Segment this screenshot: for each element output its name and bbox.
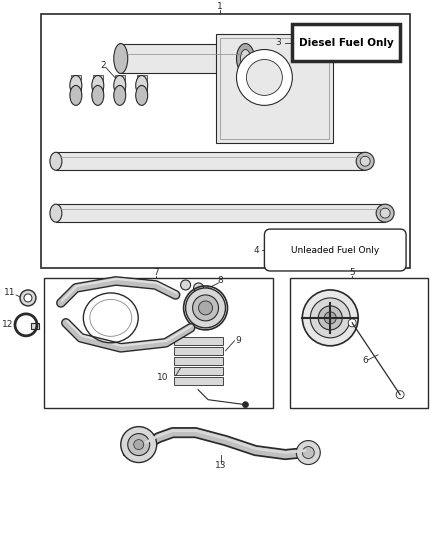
Ellipse shape bbox=[50, 152, 62, 170]
Bar bbox=[41, 14, 410, 268]
Text: 9: 9 bbox=[236, 336, 241, 345]
Ellipse shape bbox=[70, 85, 82, 106]
Circle shape bbox=[318, 306, 342, 330]
Ellipse shape bbox=[50, 204, 62, 222]
Bar bbox=[173, 357, 223, 365]
Ellipse shape bbox=[202, 288, 212, 298]
Circle shape bbox=[297, 441, 320, 465]
Ellipse shape bbox=[70, 76, 82, 95]
Ellipse shape bbox=[380, 208, 390, 218]
Ellipse shape bbox=[356, 152, 374, 170]
Text: 5: 5 bbox=[350, 269, 355, 278]
Circle shape bbox=[24, 294, 32, 302]
Circle shape bbox=[348, 319, 356, 327]
Bar bbox=[71, 76, 81, 95]
Circle shape bbox=[237, 50, 292, 106]
Bar bbox=[173, 367, 223, 375]
Circle shape bbox=[243, 402, 248, 408]
Bar bbox=[93, 76, 103, 95]
Bar bbox=[44, 278, 273, 408]
Ellipse shape bbox=[360, 156, 370, 166]
Ellipse shape bbox=[194, 283, 204, 293]
Circle shape bbox=[310, 298, 350, 338]
Bar bbox=[123, 434, 141, 455]
Circle shape bbox=[198, 301, 212, 315]
Bar bbox=[137, 76, 147, 95]
Bar bbox=[173, 347, 223, 355]
Bar bbox=[173, 337, 223, 345]
Ellipse shape bbox=[114, 85, 126, 106]
Ellipse shape bbox=[114, 76, 126, 95]
Circle shape bbox=[302, 447, 314, 458]
Bar bbox=[56, 152, 365, 170]
Bar bbox=[290, 278, 428, 408]
Bar bbox=[173, 377, 223, 385]
Text: 8: 8 bbox=[218, 277, 223, 286]
Text: 11: 11 bbox=[4, 288, 15, 297]
FancyBboxPatch shape bbox=[265, 229, 406, 271]
Text: 4: 4 bbox=[254, 246, 259, 255]
Ellipse shape bbox=[180, 280, 191, 290]
Circle shape bbox=[302, 290, 358, 346]
Bar bbox=[215, 34, 333, 143]
Text: Unleaded Fuel Only: Unleaded Fuel Only bbox=[291, 246, 379, 255]
Circle shape bbox=[247, 60, 283, 95]
Bar bbox=[219, 37, 329, 139]
Text: 2: 2 bbox=[100, 61, 106, 70]
Text: 3: 3 bbox=[276, 38, 281, 47]
Ellipse shape bbox=[376, 204, 394, 222]
Circle shape bbox=[134, 440, 144, 449]
Circle shape bbox=[396, 391, 404, 399]
Circle shape bbox=[193, 295, 219, 321]
Text: 6: 6 bbox=[362, 356, 368, 365]
Circle shape bbox=[20, 290, 36, 306]
Bar bbox=[121, 44, 245, 74]
Text: Diesel Fuel Only: Diesel Fuel Only bbox=[299, 37, 394, 47]
Bar bbox=[31, 323, 39, 329]
Ellipse shape bbox=[92, 85, 104, 106]
Circle shape bbox=[324, 312, 336, 324]
Bar bbox=[115, 76, 125, 95]
Bar bbox=[292, 23, 400, 61]
Circle shape bbox=[128, 434, 150, 456]
Ellipse shape bbox=[136, 76, 148, 95]
Ellipse shape bbox=[237, 44, 254, 74]
Text: 1: 1 bbox=[217, 2, 223, 11]
Text: 7: 7 bbox=[153, 269, 159, 278]
Ellipse shape bbox=[92, 76, 104, 95]
Circle shape bbox=[186, 288, 226, 328]
Bar bbox=[56, 204, 385, 222]
Ellipse shape bbox=[114, 44, 128, 74]
Text: 12: 12 bbox=[2, 320, 13, 329]
Text: 10: 10 bbox=[157, 373, 168, 382]
Circle shape bbox=[121, 426, 157, 463]
Text: 13: 13 bbox=[215, 461, 226, 470]
Ellipse shape bbox=[136, 85, 148, 106]
Ellipse shape bbox=[240, 50, 251, 68]
